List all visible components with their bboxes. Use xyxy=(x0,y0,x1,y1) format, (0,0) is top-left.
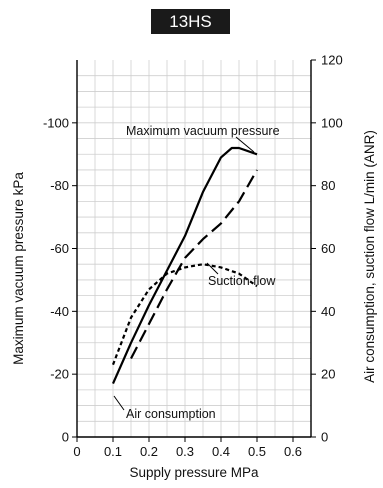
left-y-tick-label: -60 xyxy=(50,241,69,256)
x-tick-label: 0.1 xyxy=(104,444,122,459)
right-y-tick-label: 40 xyxy=(321,304,335,319)
grid-layer xyxy=(77,60,311,437)
right-y-tick-label: 120 xyxy=(321,53,343,68)
x-tick-label: 0.3 xyxy=(176,444,194,459)
x-tick-label: 0.2 xyxy=(140,444,158,459)
x-tick-label: 0.6 xyxy=(284,444,302,459)
series-line-maximum-vacuum-pressure xyxy=(111,146,258,385)
annotation-leader-max-vacuum xyxy=(235,136,255,153)
annotation-max-vacuum: Maximum vacuum pressure xyxy=(126,124,280,138)
right-y-tick-label: 80 xyxy=(321,178,335,193)
right-y-tick-label: 60 xyxy=(321,241,335,256)
x-tick-label: 0.4 xyxy=(212,444,230,459)
series-line-suction-flow xyxy=(111,263,258,366)
annotation-leader-suction xyxy=(206,262,219,275)
x-tick-label: 0 xyxy=(73,444,80,459)
x-axis-title: Supply pressure MPa xyxy=(129,465,259,480)
left-y-tick-label: 0 xyxy=(62,430,69,445)
annotation-air-consumption: Air consumption xyxy=(126,407,216,421)
left-y-tick-label: -40 xyxy=(50,304,69,319)
axes-layer: 0 0.1 0.2 0.3 0.4 0.5 0.6 0 -20 -40 -60 -80 -100 0 20 4… xyxy=(11,53,377,481)
annotation-leader-air xyxy=(113,395,125,411)
right-y-tick-label: 20 xyxy=(321,367,335,382)
left-y-tick-label: -20 xyxy=(50,367,69,382)
x-tick-label: 0.5 xyxy=(248,444,266,459)
annotation-suction-flow: Suction flow xyxy=(208,274,276,288)
left-y-tick-label: -100 xyxy=(43,115,69,130)
chart-title-badge: 13HS xyxy=(151,9,230,34)
series-layer xyxy=(111,146,258,385)
right-axis-title: Air consumption, suction flow L/min (ANR… xyxy=(362,130,377,383)
left-axis-title: Maximum vacuum pressure kPa xyxy=(11,172,26,365)
series-line-air-consumption xyxy=(130,169,258,360)
annotation-layer: Maximum vacuum pressure Suction flow Air c… xyxy=(113,124,280,421)
right-y-tick-label: 0 xyxy=(321,430,328,445)
left-y-tick-label: -80 xyxy=(50,178,69,193)
right-y-tick-label: 100 xyxy=(321,115,343,130)
